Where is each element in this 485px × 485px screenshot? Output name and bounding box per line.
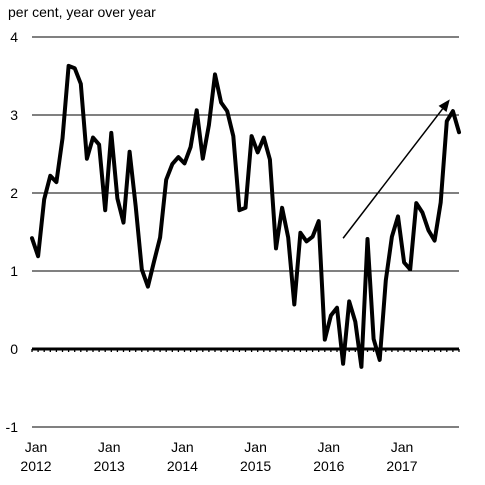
y-tick-label: -1 <box>6 419 19 435</box>
x-axis-ticks: Jan 2012 Jan 2013 Jan 2014 Jan 2015 Jan 2016 Jan 20… <box>20 439 417 474</box>
trend-arrow-annotation <box>342 99 450 239</box>
x-axis <box>31 347 460 352</box>
series-line <box>30 63 461 369</box>
y-tick-label: 2 <box>10 185 18 201</box>
x-tick-label-month: Jan <box>25 439 48 455</box>
x-tick-label-month: Jan <box>391 439 414 455</box>
y-tick-label: 3 <box>10 107 18 123</box>
arrow-head <box>438 99 450 112</box>
y-tick-label: 1 <box>10 263 18 279</box>
x-tick-label-year: 2012 <box>20 458 51 474</box>
x-tick-label-month: Jan <box>318 439 341 455</box>
x-tick-label-year: 2014 <box>167 458 198 474</box>
x-tick-label-month: Jan <box>98 439 121 455</box>
y-tick-label: 4 <box>10 29 18 45</box>
x-tick-label-year: 2017 <box>386 458 417 474</box>
arrow-shaft <box>342 108 444 239</box>
series-group <box>30 63 461 369</box>
x-tick-label-year: 2016 <box>313 458 344 474</box>
y-axis-ticks: -1 0 1 2 3 4 <box>6 29 19 435</box>
x-tick-label-month: Jan <box>171 439 194 455</box>
y-tick-label: 0 <box>10 341 18 357</box>
x-tick-label-year: 2015 <box>240 458 271 474</box>
y-axis-label: per cent, year over year <box>8 4 156 20</box>
x-tick-label-month: Jan <box>244 439 267 455</box>
x-tick-label-year: 2013 <box>94 458 125 474</box>
